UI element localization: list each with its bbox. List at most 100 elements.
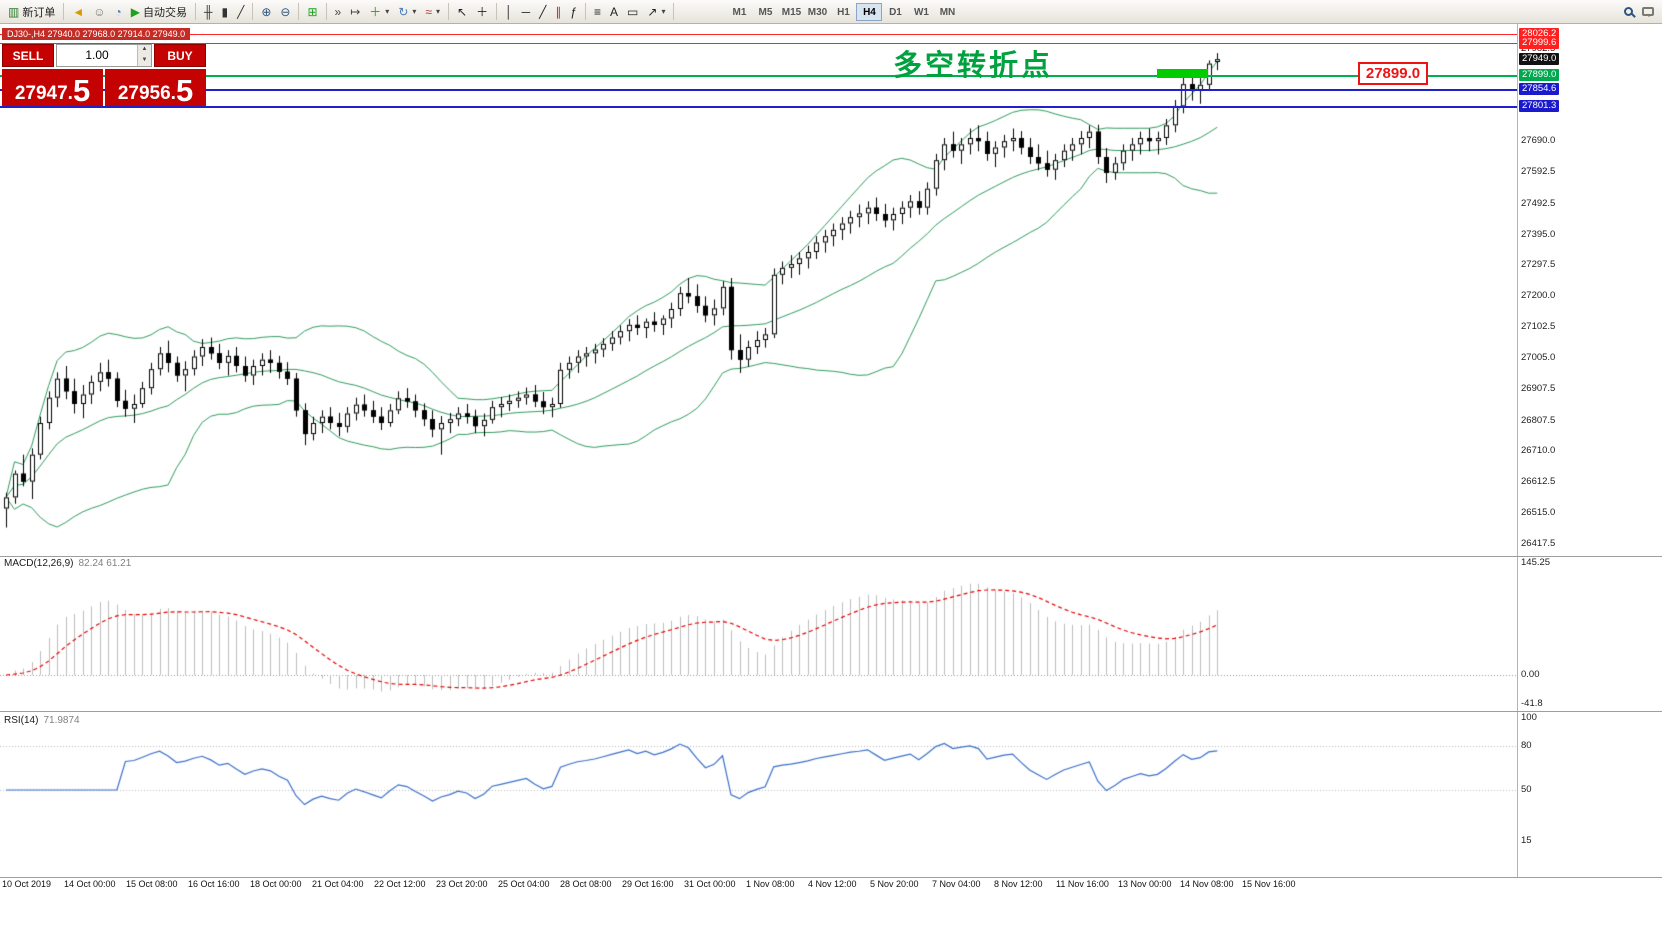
channel-tool-icon[interactable]: ∥ <box>551 2 565 22</box>
trendline-tool-icon-icon: ╱ <box>539 4 547 19</box>
horizontal-line-tool-icon[interactable]: ─ <box>518 2 535 22</box>
price-level-line[interactable] <box>0 106 1517 108</box>
buy-price-main: 27956. <box>117 83 176 104</box>
time-axis-label: 23 Oct 20:00 <box>436 879 488 889</box>
trendline-tool-icon[interactable]: ╱ <box>535 2 550 22</box>
volume-stepper[interactable]: ▲ ▼ <box>137 45 151 66</box>
data-window-icon[interactable]: ◔ <box>111 2 126 22</box>
search-icon[interactable] <box>1620 2 1637 22</box>
time-axis-label: 22 Oct 12:00 <box>374 879 426 889</box>
toolbar-separator <box>252 3 254 20</box>
chevron-down-icon: ▾ <box>385 7 390 16</box>
panel-separator-timeaxis <box>0 877 1662 878</box>
scale-label: 145.25 <box>1521 557 1551 568</box>
volume-field[interactable]: 1.00 ▲ ▼ <box>56 44 152 67</box>
indicators-button[interactable]: ≈ ▾ <box>421 2 444 22</box>
zoom-in-icon[interactable]: ⊕ <box>257 2 275 22</box>
candlestick-chart-type-icon-icon: ▮ <box>221 4 229 19</box>
chevron-down-icon: ▾ <box>435 7 440 16</box>
buy-price[interactable]: 27956. 5 <box>105 69 206 106</box>
timeframe-button-w1[interactable]: W1 <box>913 6 929 18</box>
sell-price-big-digit: 5 <box>72 72 91 108</box>
time-axis-label: 1 Nov 08:00 <box>746 879 795 889</box>
timeframe-button-m1[interactable]: M1 <box>732 6 747 18</box>
grid-tool-icon[interactable]: ≡ <box>590 2 605 22</box>
chat-icon[interactable] <box>1638 2 1658 22</box>
scale-label: 80 <box>1521 740 1532 751</box>
indicators-icon: ≈ <box>425 4 432 19</box>
zoom-out-icon-icon: ⊖ <box>280 4 291 19</box>
rsi-label: RSI(14) 71.9874 <box>4 715 80 726</box>
time-axis-label: 4 Nov 12:00 <box>808 879 857 889</box>
scale-label: 26515.0 <box>1521 507 1556 518</box>
volume-up-icon[interactable]: ▲ <box>138 45 151 56</box>
auto-trading-button[interactable]: ▶ 自动交易 <box>127 2 191 22</box>
timeframe-group: M1 M5 M15 M30 H1 H4 D1 W1 MN <box>726 2 960 21</box>
candlestick-chart-type-icon[interactable]: ▮ <box>218 2 233 22</box>
arrows-tool-icon: ↗ <box>647 4 658 19</box>
scale-label: 27592.5 <box>1521 166 1556 177</box>
fibonacci-tool-icon[interactable]: ƒ <box>566 2 581 22</box>
sell-price[interactable]: 27947. 5 <box>2 69 103 106</box>
price-level-line[interactable] <box>0 89 1517 91</box>
bar-chart-type-icon[interactable]: ╫ <box>200 2 217 22</box>
macd-name: MACD(12,26,9) <box>4 558 74 569</box>
price-level-line[interactable] <box>0 75 1517 77</box>
market-watch-icon[interactable]: ☺ <box>89 2 109 22</box>
line-chart-type-icon-icon: ╱ <box>237 4 245 19</box>
toolbar-separator <box>673 3 675 20</box>
timeframe-button-m30[interactable]: M30 <box>807 6 828 18</box>
toolbar-separator <box>325 3 327 20</box>
auto-scroll-icon[interactable]: » <box>331 2 346 22</box>
sell-button[interactable]: SELL <box>2 44 54 67</box>
text-tool-icon[interactable]: A <box>606 2 622 22</box>
tile-windows-icon-icon: ⊞ <box>307 4 318 19</box>
market-watch-icon-icon: ☺ <box>93 4 106 19</box>
arrows-tool-button[interactable]: ↗ ▾ <box>643 2 669 22</box>
time-axis-label: 11 Nov 16:00 <box>1056 879 1109 889</box>
vertical-line-tool-icon[interactable]: │ <box>501 2 517 22</box>
text-label-tool-icon[interactable]: ▭ <box>623 2 642 22</box>
timeframe-button-h1[interactable]: H1 <box>837 6 850 18</box>
timeframe-button-d1[interactable]: D1 <box>889 6 902 18</box>
chart-shift-icon[interactable]: ↦ <box>346 2 364 22</box>
timeframe-button-mn[interactable]: MN <box>939 6 956 18</box>
panel-separator-macd[interactable] <box>0 556 1662 557</box>
scale-label: 26612.5 <box>1521 476 1556 487</box>
volume-down-icon[interactable]: ▼ <box>138 55 151 66</box>
scale-label: 27297.5 <box>1521 259 1556 270</box>
line-chart-type-icon[interactable]: ╱ <box>233 2 248 22</box>
new-order-button[interactable]: ▥ 新订单 <box>4 2 59 22</box>
buy-button[interactable]: BUY <box>154 44 206 67</box>
time-axis-label: 25 Oct 04:00 <box>498 879 550 889</box>
cursor-tool-icon[interactable]: ↖ <box>453 2 471 22</box>
price-level-line[interactable] <box>0 43 1517 44</box>
buy-price-big-digit: 5 <box>175 72 194 108</box>
price-level-tag: 27899.0 <box>1358 62 1428 85</box>
tile-windows-icon[interactable]: ⊞ <box>303 2 321 22</box>
panel-separator-rsi[interactable] <box>0 711 1662 712</box>
time-axis-label: 16 Oct 16:00 <box>188 879 240 889</box>
toolbar: ▥ 新订单 ◄ ☺ ◔ ▶ 自动交易 ╫ ▮ ╱ ⊕ ⊖ ⊞» ↦ ＋ ▾ ↻ ▾ ≈ ▾ ↖ ＋ │ ─ ╱ ∥ ƒ ≡ A ▭ ↗ ▾ M1… <box>0 0 1662 24</box>
alerts-horn-icon[interactable]: ◄ <box>68 2 88 22</box>
crosshair-tool-icon[interactable]: ＋ <box>472 2 492 22</box>
timeframe-button-h4[interactable]: H4 <box>856 2 883 21</box>
chart-annotation-text: 多空转折点 <box>893 48 1054 82</box>
alerts-horn-icon-icon: ◄ <box>72 4 85 19</box>
new-chart-button[interactable]: ＋ ▾ <box>365 2 393 22</box>
timeframe-button-m5[interactable]: M5 <box>758 6 773 18</box>
sell-price-main: 27947. <box>14 83 73 104</box>
price-level-line[interactable] <box>0 34 1517 35</box>
bar-chart-type-icon-icon: ╫ <box>203 4 213 19</box>
scale-label: 27005.0 <box>1521 352 1556 363</box>
profiles-button[interactable]: ↻ ▾ <box>394 2 420 22</box>
text-label-tool-icon-icon: ▭ <box>627 4 639 19</box>
price-scale-boxed-label: 27949.0 <box>1519 53 1560 65</box>
toolbar-separator <box>496 3 498 20</box>
timeframe-button-m15[interactable]: M15 <box>781 6 802 18</box>
volume-value[interactable]: 1.00 <box>85 48 109 62</box>
grid-tool-icon-icon: ≡ <box>594 4 602 19</box>
channel-tool-icon-icon: ∥ <box>555 4 562 19</box>
zoom-out-icon[interactable]: ⊖ <box>276 2 294 22</box>
